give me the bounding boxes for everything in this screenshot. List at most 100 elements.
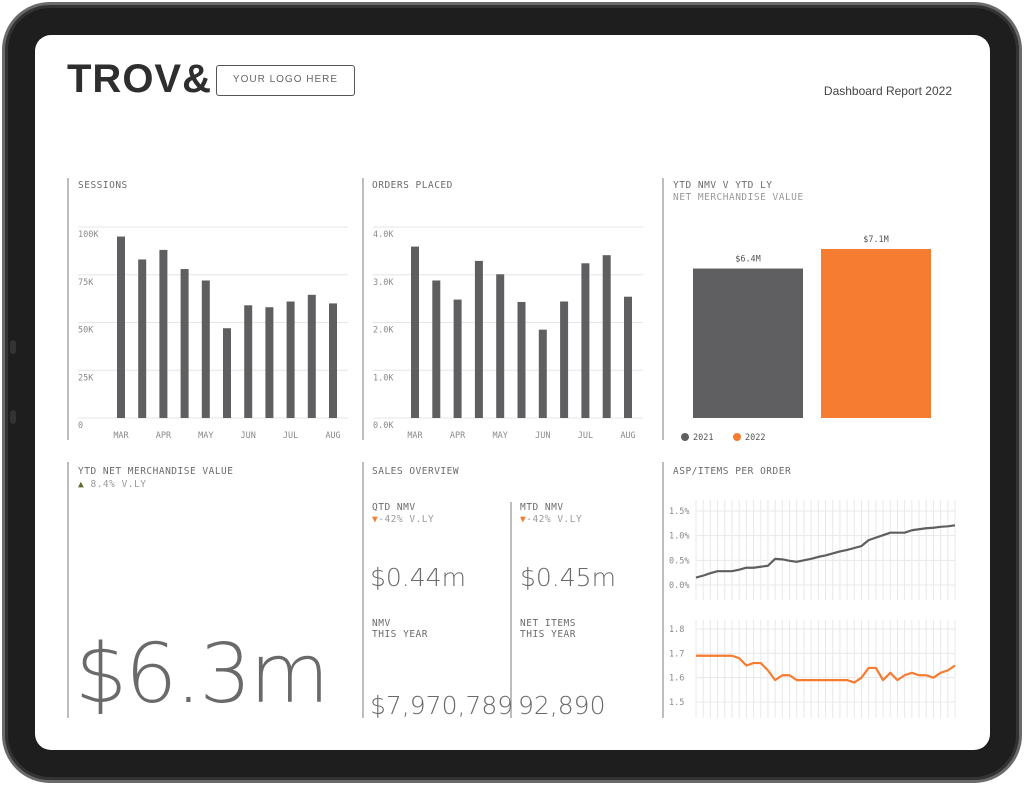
nmv-label: NMV — [372, 618, 391, 629]
divider — [510, 502, 512, 718]
y-tick-label: 75K — [78, 278, 94, 288]
logo-placeholder: YOUR LOGO HERE — [216, 65, 355, 96]
x-tick-label: JUL — [578, 431, 593, 441]
net-items-label: NET ITEMS — [520, 618, 576, 629]
y-tick-label: 0 — [78, 421, 83, 431]
net-items-value: 92,890 — [518, 691, 606, 720]
dashboard-screen: TROV& YOUR LOGO HERE Dashboard Report 20… — [35, 35, 990, 750]
bar — [560, 301, 569, 418]
bar — [538, 329, 547, 418]
side-button — [10, 410, 16, 424]
y-tick-label: 2.0K — [373, 326, 394, 336]
orders-title: ORDERS PLACED — [372, 180, 453, 191]
x-tick-label: JUN — [535, 431, 550, 441]
triangle-down-icon: ▼ — [520, 514, 527, 525]
triangle-down-icon: ▼ — [372, 514, 379, 525]
ytd-nmv-value: $6.3m — [75, 627, 329, 722]
bar — [496, 274, 505, 418]
bar-value-label: $6.4M — [735, 255, 761, 265]
y-tick-label: 100K — [78, 230, 99, 240]
bar — [117, 236, 125, 418]
x-tick-label: JUL — [283, 431, 298, 441]
bar — [517, 301, 526, 418]
bar — [624, 296, 632, 418]
series-line — [695, 524, 956, 579]
triangle-up-icon: ▲ — [78, 479, 85, 490]
bar — [432, 280, 441, 418]
y-tick-label: 1.5% — [669, 507, 689, 517]
divider — [67, 178, 69, 440]
side-button — [10, 340, 16, 354]
asp-title: ASP/ITEMS PER ORDER — [673, 466, 792, 477]
y-tick-label: 1.0% — [669, 532, 689, 542]
ytd-nmv-change: 8.4% V.LY — [90, 479, 147, 490]
bar — [138, 259, 147, 418]
ytd-nmv-title: YTD NET MERCHANDISE VALUE — [78, 466, 234, 477]
qtd-label: QTD NMV — [372, 502, 416, 513]
y-tick-label: 1.6 — [669, 674, 684, 684]
divider — [362, 462, 364, 718]
mtd-value: $0.45m — [520, 563, 616, 592]
divider — [662, 178, 664, 440]
report-title: Dashboard Report 2022 — [823, 84, 952, 98]
legend-dot — [733, 433, 741, 441]
bar-value-label: $7.1M — [863, 235, 889, 245]
legend-label: 2022 — [745, 433, 765, 443]
bar — [411, 246, 419, 418]
bar — [453, 299, 462, 418]
mtd-label: MTD NMV — [520, 502, 564, 513]
legend-dot — [681, 433, 689, 441]
x-tick-label: APR — [450, 431, 466, 441]
x-tick-label: APR — [156, 431, 172, 441]
x-tick-label: AUG — [325, 431, 340, 441]
y-tick-label: 3.0K — [373, 278, 394, 288]
bar-2021 — [693, 268, 803, 418]
bar-2022 — [821, 249, 931, 418]
y-tick-label: 0.0% — [669, 581, 689, 591]
nmv-value: $7,970,789 — [370, 691, 514, 720]
bar — [329, 303, 337, 418]
qtd-value: $0.44m — [370, 563, 466, 592]
legend-label: 2021 — [693, 433, 713, 443]
mtd-change: -42% V.LY — [526, 514, 583, 525]
divider — [662, 462, 664, 718]
net-items-sublabel: THIS YEAR — [520, 629, 576, 640]
divider — [67, 462, 69, 718]
x-tick-label: JUN — [241, 431, 256, 441]
bar — [307, 294, 316, 418]
sales-overview-title: SALES OVERVIEW — [372, 466, 460, 477]
y-tick-label: 25K — [78, 373, 94, 383]
x-tick-label: MAR — [113, 431, 129, 441]
brand-logo: TROV& — [67, 57, 212, 101]
x-tick-label: MAY — [198, 431, 213, 441]
nmv-compare-title: YTD NMV V YTD LY — [673, 180, 773, 191]
series-line — [696, 654, 956, 684]
y-tick-label: 1.0K — [373, 373, 394, 383]
x-tick-label: MAY — [493, 431, 508, 441]
bar — [286, 301, 295, 418]
sessions-title: SESSIONS — [78, 180, 128, 191]
y-tick-label: 50K — [78, 326, 94, 336]
bar — [201, 280, 210, 418]
bar — [581, 263, 590, 418]
charts-layer: 0 25K 50K 75K 100K MAR APR MAY JUN JUL AUG 0.0K 1.0K… — [78, 226, 956, 718]
x-tick-label: AUG — [620, 431, 635, 441]
x-tick-label: MAR — [407, 431, 423, 441]
y-tick-label: 0.0K — [373, 421, 394, 431]
y-tick-label: 1.5 — [669, 698, 684, 708]
bar — [244, 305, 253, 418]
y-tick-label: 4.0K — [373, 230, 394, 240]
y-tick-label: 1.7 — [669, 649, 684, 659]
bar — [159, 249, 168, 418]
y-tick-label: 0.5% — [669, 556, 689, 566]
divider — [362, 178, 364, 440]
nmv-sublabel: THIS YEAR — [372, 629, 428, 640]
bar — [180, 269, 189, 418]
bar — [474, 260, 483, 418]
nmv-compare-subtitle: NET MERCHANDISE VALUE — [673, 192, 804, 203]
y-tick-label: 1.8 — [669, 625, 684, 635]
bar — [602, 255, 611, 418]
bar — [265, 307, 274, 418]
qtd-change: -42% V.LY — [378, 514, 435, 525]
bar — [223, 328, 231, 418]
